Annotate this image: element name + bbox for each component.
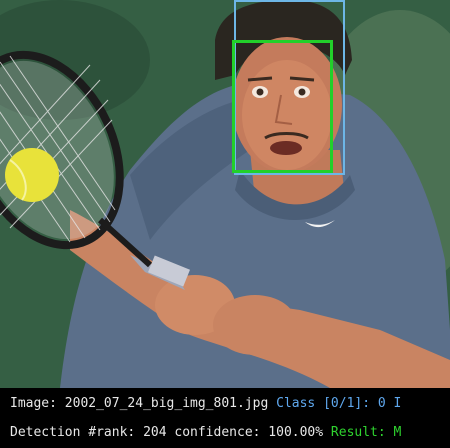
image-label: Image: <box>10 396 57 411</box>
confidence-value: 100.00% <box>268 425 324 440</box>
tennis-photo <box>0 0 450 388</box>
info-panel: Image: 2002_07_24_big_img_801.jpg Class … <box>0 388 450 448</box>
inner-face-box <box>232 40 333 173</box>
result-info: Result: M <box>330 425 402 440</box>
outer-face-box <box>234 0 345 175</box>
rank-value: 204 <box>143 425 167 440</box>
image-info-line: Image: 2002_07_24_big_img_801.jpg Class … <box>10 396 401 411</box>
confidence-label: confidence: <box>174 425 261 440</box>
detection-label: Detection #rank: <box>10 425 136 440</box>
detection-info-line: Detection #rank: 204 confidence: 100.00%… <box>10 425 401 440</box>
image-name: 2002_07_24_big_img_801.jpg <box>64 396 269 411</box>
class-info: Class [0/1]: 0 I <box>276 396 402 411</box>
image-viewer <box>0 0 450 388</box>
